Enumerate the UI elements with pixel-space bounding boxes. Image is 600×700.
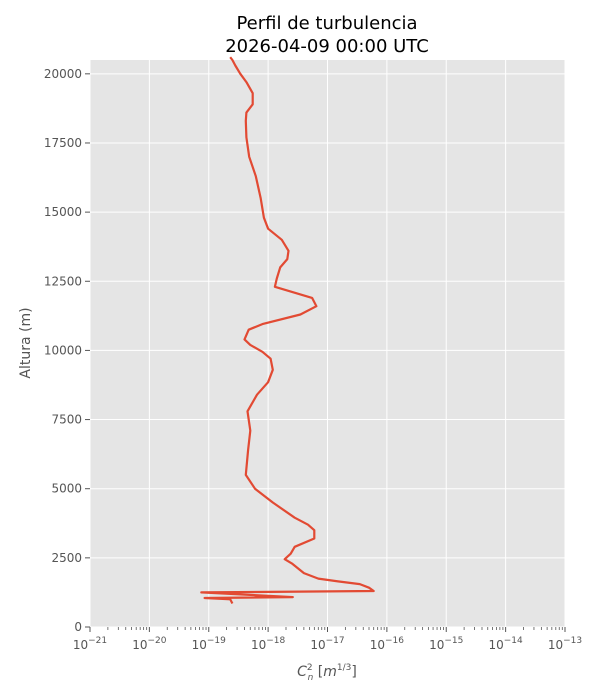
series-group <box>200 56 375 605</box>
x-tick-label: 10−21 <box>73 636 107 652</box>
y-tick-label: 7500 <box>51 413 82 427</box>
y-axis-ticks: 0 2500 5000 7500 10000 12500 15000 17500 20000 <box>44 67 90 634</box>
y-tick-label: 17500 <box>44 136 82 150</box>
y-tick-label: 12500 <box>44 274 82 288</box>
y-tick-label: 20000 <box>44 67 82 81</box>
y-tick-label: 2500 <box>51 551 82 565</box>
x-tick-label: 10−18 <box>251 636 286 652</box>
x-minor-ticks <box>107 627 563 630</box>
x-tick-label: 10−20 <box>132 636 167 652</box>
x-axis-ticks: 10−21 10−20 10−19 10−18 10−17 10−16 10−15 10−14… <box>73 627 582 652</box>
chart-title: Perfil de turbulencia <box>236 13 417 34</box>
y-tick-label: 15000 <box>44 205 82 219</box>
y-axis-label: Altura (m) <box>18 307 34 378</box>
x-tick-label: 10−17 <box>310 636 344 652</box>
y-tick-label: 0 <box>74 620 82 634</box>
series-line <box>200 56 375 605</box>
x-tick-label: 10−16 <box>370 636 405 652</box>
x-tick-label: 10−14 <box>488 636 523 652</box>
x-tick-label: 10−19 <box>192 636 227 652</box>
x-tick-label: 10−13 <box>548 636 582 652</box>
y-tick-label: 10000 <box>44 343 82 357</box>
x-tick-label: 10−15 <box>429 636 463 652</box>
y-tick-label: 5000 <box>51 482 82 496</box>
x-axis-label: C2 n [m1/3] <box>297 663 357 683</box>
chart-subtitle: 2026-04-09 00:00 UTC <box>225 36 429 57</box>
